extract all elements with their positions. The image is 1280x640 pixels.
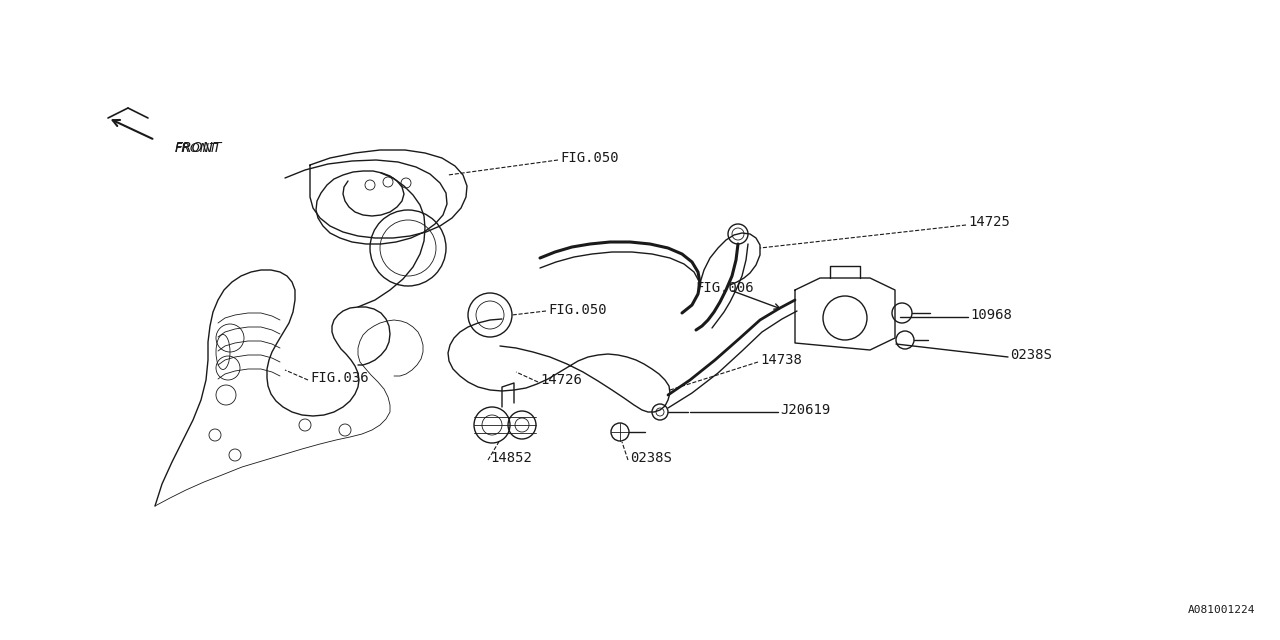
Text: FIG.006: FIG.006 — [695, 281, 754, 295]
Text: FRONT: FRONT — [175, 141, 223, 155]
Text: 14725: 14725 — [968, 215, 1010, 229]
Text: J20619: J20619 — [780, 403, 831, 417]
Text: 0238S: 0238S — [630, 451, 672, 465]
Text: FIG.036: FIG.036 — [310, 371, 369, 385]
Text: 10968: 10968 — [970, 308, 1012, 322]
Text: 0238S: 0238S — [1010, 348, 1052, 362]
Text: 14852: 14852 — [490, 451, 532, 465]
Text: FIG.050: FIG.050 — [548, 303, 607, 317]
Text: A081001224: A081001224 — [1188, 605, 1254, 615]
Text: FRONT: FRONT — [175, 141, 218, 154]
Text: 14738: 14738 — [760, 353, 801, 367]
Text: FIG.050: FIG.050 — [561, 151, 618, 165]
Text: 14726: 14726 — [540, 373, 582, 387]
